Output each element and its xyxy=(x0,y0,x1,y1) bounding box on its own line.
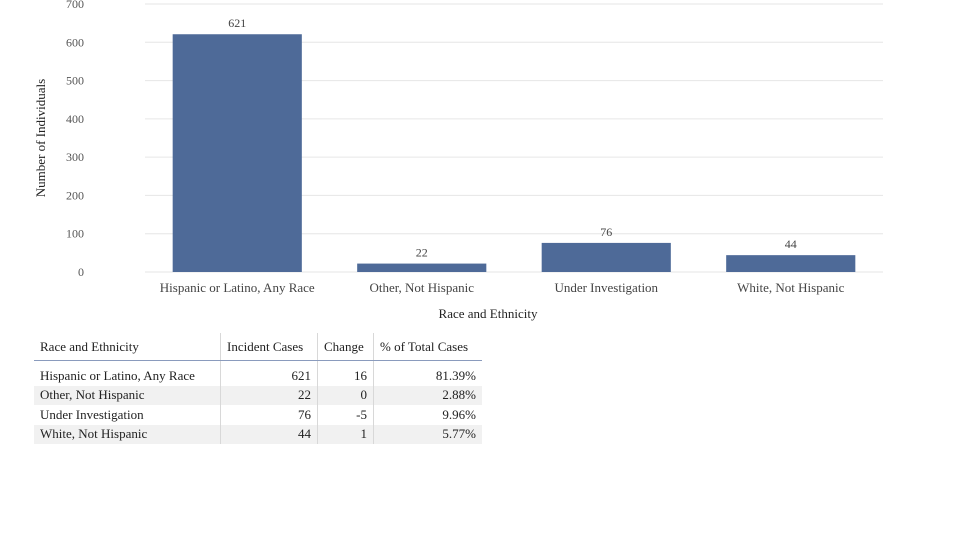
table-cell: 44 xyxy=(220,424,318,444)
y-tick-label: 600 xyxy=(66,35,84,49)
data-label: 621 xyxy=(228,16,246,30)
table-header-row: Race and Ethnicity Incident Cases Change… xyxy=(34,333,482,361)
column-header-percent-total: % of Total Cases xyxy=(373,333,482,361)
table-cell: Other, Not Hispanic xyxy=(34,385,221,405)
y-tick-label: 700 xyxy=(66,0,84,11)
bars xyxy=(172,34,856,273)
table-row: Hispanic or Latino, Any Race 621 16 81.3… xyxy=(34,360,482,386)
table-cell: 5.77% xyxy=(373,424,482,444)
table-cell: Under Investigation xyxy=(40,406,144,422)
table-cell: 9.96% xyxy=(373,405,482,425)
bar xyxy=(541,242,671,272)
data-label: 76 xyxy=(600,225,612,239)
bar xyxy=(357,263,487,272)
y-tick-label: 300 xyxy=(66,150,84,164)
summary-table: Race and Ethnicity Incident Cases Change… xyxy=(34,333,482,444)
column-header-race: Race and Ethnicity xyxy=(34,333,221,361)
y-tick-label: 400 xyxy=(66,112,84,126)
bar-chart: 0 100 200 300 400 500 600 700 621 22 76 44 Hispani… xyxy=(33,0,883,321)
table-row: White, Not Hispanic 44 1 5.77% xyxy=(34,424,482,444)
table-cell: 1 xyxy=(317,424,374,444)
data-label: 44 xyxy=(785,237,797,251)
table-cell: 2.88% xyxy=(373,385,482,405)
table-cell: White, Not Hispanic xyxy=(34,424,221,444)
table-cell: Hispanic or Latino, Any Race xyxy=(40,367,195,383)
table-cell: -5 xyxy=(317,405,374,425)
y-tick-label: 100 xyxy=(66,227,84,241)
table-cell: 22 xyxy=(220,385,318,405)
y-tick-label: 200 xyxy=(66,188,84,202)
table-row: Other, Not Hispanic 22 0 2.88% xyxy=(34,385,482,405)
x-category-label: Under Investigation xyxy=(554,280,658,295)
data-label: 22 xyxy=(416,246,428,260)
data-labels: 621 22 76 44 xyxy=(228,16,797,259)
table-row: Under Investigation 76 -5 9.96% xyxy=(34,405,482,425)
x-category-label: White, Not Hispanic xyxy=(737,280,844,295)
table-cell: 621 xyxy=(220,360,318,386)
y-axis-ticks: 0 100 200 300 400 500 600 700 xyxy=(66,0,84,279)
summary-table-container: Race and Ethnicity Incident Cases Change… xyxy=(34,333,482,444)
x-axis-title: Race and Ethnicity xyxy=(439,306,538,321)
table-cell: 16 xyxy=(317,360,374,386)
x-axis-categories: Hispanic or Latino, Any Race Other, Not H… xyxy=(160,280,845,295)
x-category-label: Hispanic or Latino, Any Race xyxy=(160,280,315,295)
bar xyxy=(172,34,302,273)
table-cell: 76 xyxy=(220,405,318,425)
y-tick-label: 500 xyxy=(66,74,84,88)
x-category-label: Other, Not Hispanic xyxy=(369,280,474,295)
column-header-incident-cases: Incident Cases xyxy=(220,333,318,361)
bar xyxy=(726,255,856,272)
y-axis-title: Number of Individuals xyxy=(33,79,48,197)
column-header-change: Change xyxy=(317,333,374,361)
table-cell: 0 xyxy=(317,385,374,405)
y-tick-label: 0 xyxy=(78,265,84,279)
table-cell: 81.39% xyxy=(373,360,482,386)
